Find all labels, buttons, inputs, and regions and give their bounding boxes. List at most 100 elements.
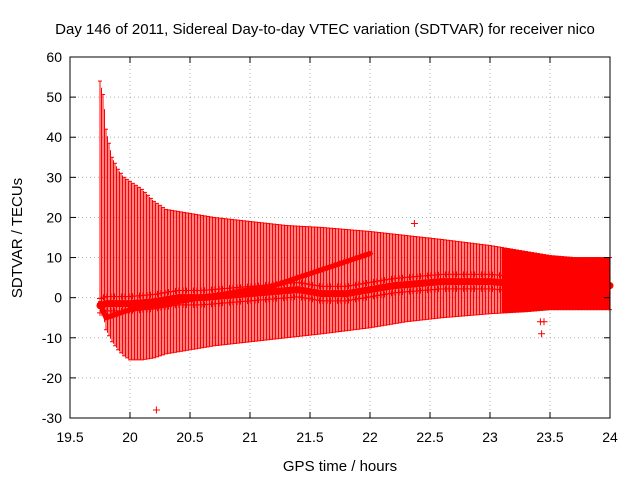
trace-marker [214, 292, 221, 299]
trace-marker [309, 296, 316, 303]
trace-marker [281, 279, 288, 286]
trace-marker [345, 297, 352, 304]
outlier-point [152, 406, 160, 414]
trace-marker [323, 264, 330, 271]
outlier-point [540, 318, 548, 326]
trace-marker [122, 308, 129, 315]
trace-marker [265, 283, 271, 290]
outlier-point [410, 219, 418, 227]
trace-marker [118, 309, 124, 316]
trace-marker [363, 294, 370, 301]
trace-marker [385, 290, 391, 297]
trace-marker [298, 294, 305, 301]
trace-marker [256, 285, 263, 292]
trace-marker [185, 296, 192, 303]
y-tick-label: -30 [42, 410, 62, 426]
trace-marker [223, 290, 229, 297]
trace-marker [353, 255, 360, 262]
x-tick-label: 22.5 [416, 429, 443, 445]
x-tick-label: 20.5 [176, 429, 203, 445]
trace-marker [239, 287, 246, 294]
trace-marker [311, 269, 318, 276]
trace-marker [165, 289, 172, 296]
trace-marker [349, 282, 355, 289]
trace-marker [305, 281, 312, 288]
trace-marker [298, 273, 305, 280]
trace-marker [109, 312, 116, 319]
trace-marker [105, 313, 112, 320]
trace-marker [367, 279, 373, 286]
trace-marker [295, 293, 301, 300]
trace-marker [260, 284, 267, 291]
trace-marker [248, 286, 255, 293]
trace-marker [349, 256, 355, 263]
trace-marker [294, 274, 301, 281]
outlier-point [538, 330, 546, 338]
trace-marker [315, 267, 322, 274]
trace-marker [302, 295, 309, 302]
trace-marker [269, 282, 276, 289]
trace-marker [309, 281, 316, 288]
trace-marker [134, 305, 141, 312]
trace-marker [313, 296, 319, 303]
chart-title: Day 146 of 2011, Sidereal Day-to-day VTE… [55, 21, 595, 38]
trace-marker [302, 280, 309, 287]
trace-marker [374, 292, 381, 299]
trace-marker [277, 280, 284, 287]
trace-marker [172, 299, 179, 306]
trace-marker [319, 266, 326, 273]
y-tick-label: 50 [46, 89, 62, 105]
trace-marker [363, 280, 370, 287]
central-trace [96, 278, 614, 310]
y-tick-label: 30 [46, 169, 62, 185]
error-bars [98, 80, 612, 361]
trace-marker [231, 289, 238, 296]
y-tick-label: 0 [54, 290, 62, 306]
x-tick-label: 23 [482, 429, 498, 445]
trace-marker [352, 281, 359, 288]
trace-marker [377, 277, 384, 284]
trace-marker [169, 302, 175, 309]
y-tick-label: 40 [46, 129, 62, 145]
trace-marker [154, 305, 161, 312]
y-tick-label: 10 [46, 250, 62, 266]
trace-marker [197, 294, 204, 301]
trace-marker [295, 279, 301, 286]
trace-marker [160, 301, 166, 308]
trace-marker [370, 293, 377, 300]
trace-marker [113, 311, 120, 318]
outlier-points [152, 219, 548, 414]
x-tick-label: 23.5 [536, 429, 563, 445]
trace-marker [169, 288, 175, 295]
trace-marker [385, 276, 391, 283]
trace-marker [313, 282, 319, 289]
trace-marker [206, 293, 213, 300]
trace-marker [370, 278, 377, 285]
trace-marker [359, 280, 366, 287]
trace-marker [100, 294, 107, 301]
trace-marker [154, 290, 161, 297]
trace-marker [359, 295, 366, 302]
trace-marker [252, 285, 259, 292]
trace-marker [168, 299, 175, 306]
trace-marker [290, 276, 297, 283]
trace-marker [307, 270, 313, 277]
trace-marker [147, 303, 154, 310]
trace-marker [305, 295, 312, 302]
trace-marker [352, 296, 359, 303]
trace-marker [227, 289, 234, 296]
trace-marker [151, 305, 157, 312]
x-tick-label: 22 [362, 429, 378, 445]
trace-marker [328, 263, 334, 270]
trace-marker [356, 295, 363, 302]
trace-marker [332, 262, 339, 269]
trace-marker [381, 277, 388, 284]
y-tick-label: -20 [42, 370, 62, 386]
traces [96, 250, 614, 321]
trace-marker [298, 280, 305, 287]
trace-marker [193, 295, 200, 302]
trace-marker [388, 290, 395, 297]
y-axis-label: SDTVAR / TECUs [9, 178, 26, 298]
x-tick-label: 21 [242, 429, 258, 445]
